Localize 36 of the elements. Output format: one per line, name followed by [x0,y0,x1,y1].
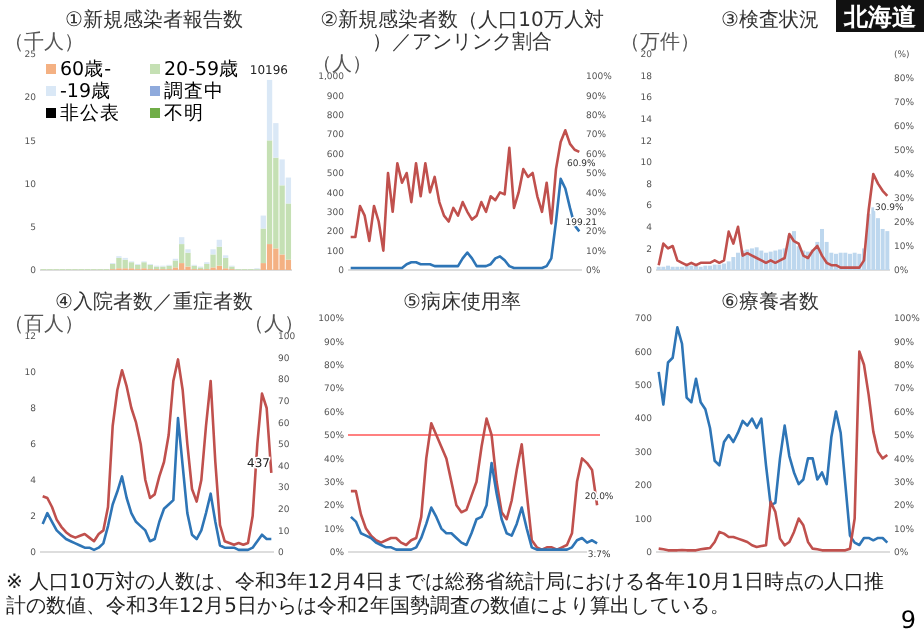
bar [210,254,216,268]
legend-label: 非公表 [60,101,120,125]
chart-title: ⑤病床使用率 [403,290,521,314]
bar [128,262,135,269]
chart-title: ⑥療養者数 [721,290,819,314]
bar [285,259,292,270]
chart-title: ③検査状況 [721,8,819,32]
bar [216,246,223,266]
legend-label: 60歳- [60,57,112,81]
legend-label: -19歳 [60,79,112,103]
bar [273,248,279,270]
chart-title: ②新規感染者数（人口10万人対）／アンリンク割合 [320,8,604,54]
text: ※ 人口10万対の人数は、令和3年12月4日までは総務省統計局における各年10月1日時点の人口推計の数値、令和3年12月5日からは令和2年国勢調査の数値により算出している。 [6,570,884,618]
chart-title: ④入院者数／重症者数 [55,290,253,314]
bar [210,249,216,255]
bar [260,215,266,229]
bar [266,244,273,270]
bar [179,244,185,264]
bar [179,237,185,245]
text: 北海道 [842,3,918,31]
bar [141,262,147,269]
legend-label: 20-59歳 [164,57,240,81]
bar [279,254,285,270]
bar [185,252,191,267]
legend-label: 不明 [164,103,204,125]
bar [135,264,141,270]
bar [179,263,185,270]
bar [116,257,122,269]
bar [147,264,153,270]
legend-label: 調査中 [164,79,224,103]
chart-title: ①新規感染者報告数 [65,8,243,32]
bar [216,239,223,247]
text: 9 [900,606,916,634]
bar [109,263,116,270]
line-series [41,416,273,552]
line-series [41,358,273,547]
